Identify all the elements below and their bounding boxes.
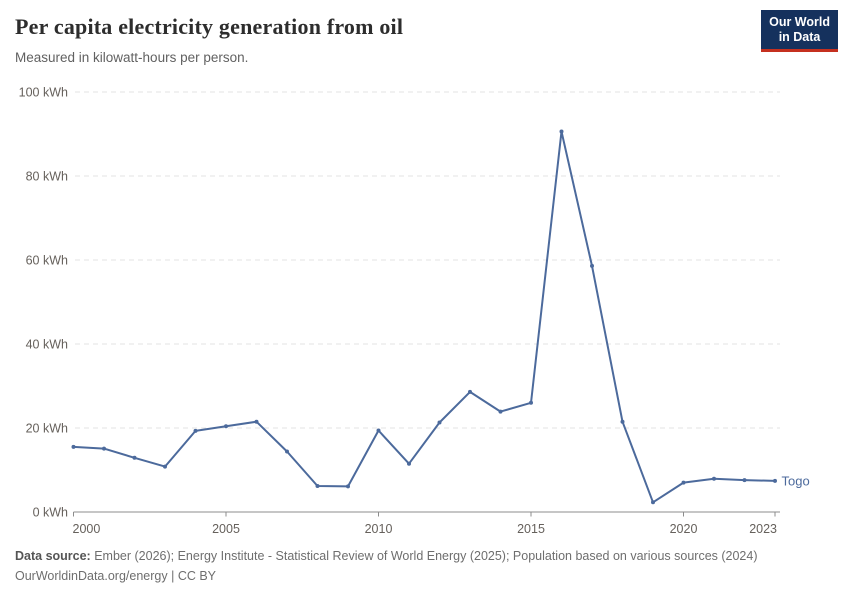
data-point[interactable] — [529, 400, 533, 405]
data-source-label: Data source: — [15, 549, 91, 563]
y-axis-tick-label: 100 kWh — [19, 86, 68, 100]
data-point[interactable] — [407, 461, 411, 466]
data-point[interactable] — [285, 449, 289, 454]
data-point[interactable] — [71, 444, 76, 449]
data-point[interactable] — [376, 428, 381, 433]
series-points[interactable] — [71, 129, 778, 505]
owid-logo[interactable]: Our World in Data — [761, 10, 838, 52]
data-point[interactable] — [712, 476, 716, 481]
license-text: | CC BY — [167, 569, 217, 583]
x-axis-tick-label: 2010 — [365, 522, 393, 536]
x-axis-tick-label: 2023 — [749, 522, 777, 536]
data-point[interactable] — [742, 478, 747, 483]
y-axis-tick-label: 80 kWh — [26, 170, 68, 184]
data-point[interactable] — [559, 129, 564, 134]
data-point[interactable] — [102, 446, 106, 451]
data-source-line: Data source: Ember (2026); Energy Instit… — [15, 546, 758, 566]
chart-footer: Data source: Ember (2026); Energy Instit… — [15, 546, 758, 586]
chart-subtitle: Measured in kilowatt-hours per person. — [15, 50, 249, 65]
data-point[interactable] — [651, 500, 655, 505]
y-axis-tick-label: 40 kWh — [26, 338, 68, 352]
data-point[interactable] — [498, 409, 503, 414]
data-point[interactable] — [620, 419, 625, 424]
data-point[interactable] — [163, 464, 167, 469]
data-point[interactable] — [590, 263, 594, 268]
data-point[interactable] — [468, 389, 472, 394]
data-source-text: Ember (2026); Energy Institute - Statist… — [90, 549, 758, 563]
y-axis-tick-label: 20 kWh — [26, 422, 68, 436]
x-axis-ticks — [73, 512, 776, 517]
data-point[interactable] — [132, 455, 137, 460]
x-axis-tick-label: 2005 — [212, 522, 240, 536]
data-point[interactable] — [681, 480, 686, 485]
x-axis-tick-label: 2015 — [517, 522, 545, 536]
owid-url-link[interactable]: OurWorldinData.org/energy — [15, 569, 168, 583]
owid-logo-line1: Our World — [769, 15, 830, 29]
owid-logo-line2: in Data — [778, 30, 821, 44]
page-title: Per capita electricity generation from o… — [15, 14, 404, 39]
gridlines — [75, 91, 780, 429]
data-point[interactable] — [315, 484, 320, 488]
data-point[interactable] — [254, 419, 259, 424]
series-line-togo[interactable] — [72, 130, 776, 504]
x-axis-labels: 2000 2005 2010 2015 2020 2023 — [73, 522, 778, 536]
data-point[interactable] — [437, 420, 442, 425]
data-point[interactable] — [773, 478, 777, 483]
y-axis-tick-label: 60 kWh — [26, 254, 68, 268]
y-axis-tick-label: 0 kWh — [33, 506, 68, 520]
data-point[interactable] — [346, 484, 350, 489]
data-point[interactable] — [193, 428, 198, 433]
y-axis-labels: 0 kWh 20 kWh 40 kWh 60 kWh 80 kWh 100 kWh — [19, 86, 68, 520]
x-axis-tick-label: 2020 — [670, 522, 698, 536]
series-label-togo[interactable]: Togo — [782, 473, 810, 488]
x-axis-tick-label: 2000 — [73, 522, 101, 536]
data-point[interactable] — [224, 424, 228, 429]
license-line: OurWorldinData.org/energy | CC BY — [15, 566, 758, 586]
